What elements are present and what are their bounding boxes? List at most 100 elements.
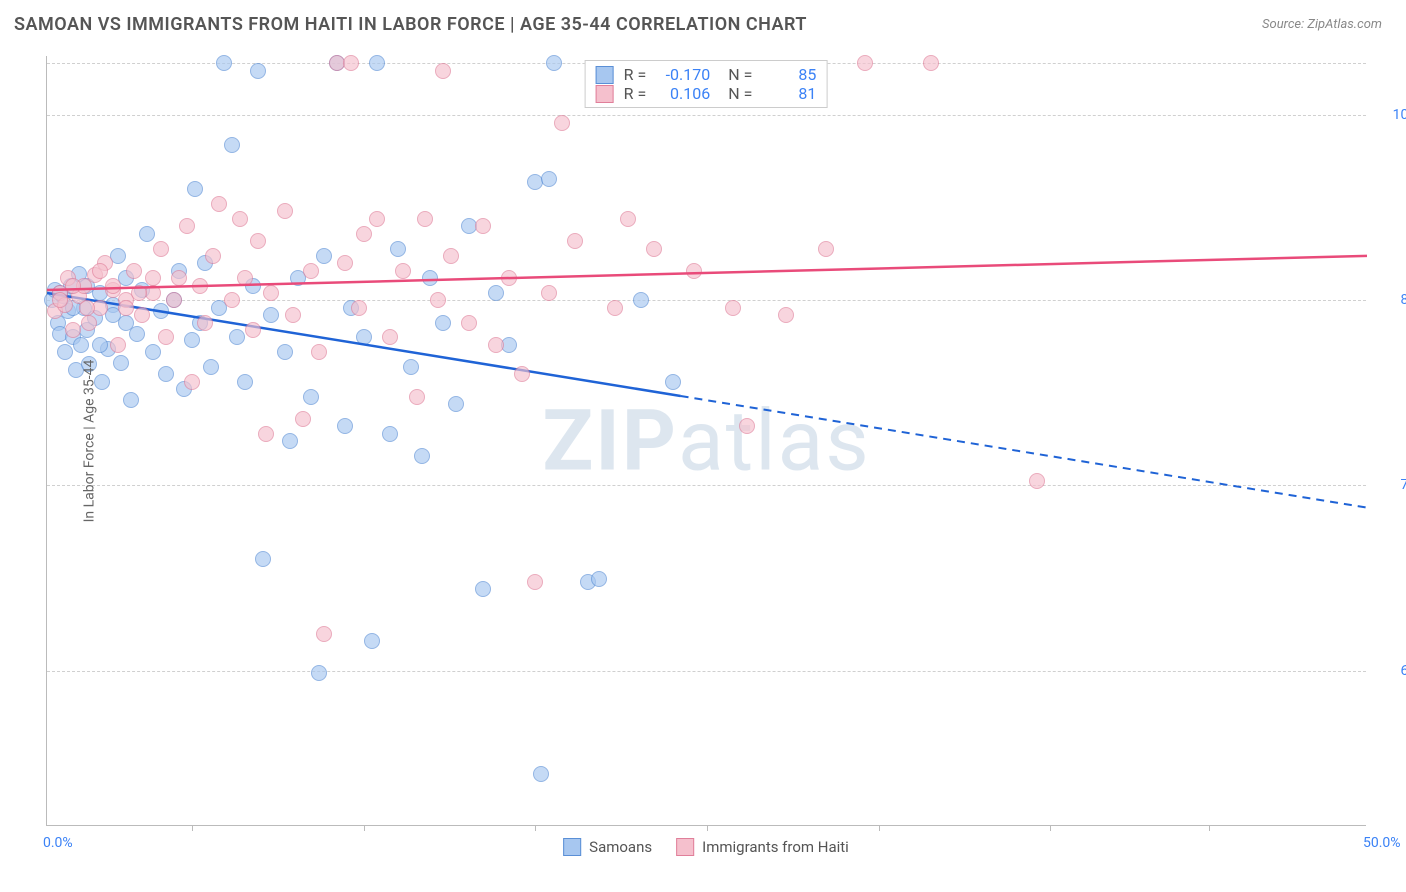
- legend-item: Samoans: [563, 838, 652, 856]
- data-point: [501, 270, 517, 286]
- data-point: [422, 270, 438, 286]
- data-point: [65, 322, 81, 338]
- data-point: [546, 55, 562, 71]
- data-point: [184, 374, 200, 390]
- n-value: 81: [762, 84, 816, 103]
- legend-bottom: Samoans Immigrants from Haiti: [563, 838, 849, 856]
- chart-title: SAMOAN VS IMMIGRANTS FROM HAITI IN LABOR…: [14, 14, 807, 35]
- data-point: [686, 263, 702, 279]
- y-tick-label: 62.5%: [1400, 663, 1406, 679]
- n-label: N =: [728, 65, 752, 84]
- data-point: [282, 433, 298, 449]
- legend-swatch: [596, 66, 614, 84]
- data-point: [255, 551, 271, 567]
- watermark: ZIPatlas: [542, 391, 870, 490]
- r-label: R =: [624, 65, 647, 84]
- data-point: [857, 55, 873, 71]
- data-point: [250, 63, 266, 79]
- data-point: [203, 359, 219, 375]
- data-point: [224, 292, 240, 308]
- data-point: [409, 389, 425, 405]
- data-point: [277, 344, 293, 360]
- data-point: [153, 241, 169, 257]
- data-point: [92, 263, 108, 279]
- data-point: [211, 196, 227, 212]
- data-point: [166, 292, 182, 308]
- data-point: [179, 218, 195, 234]
- data-point: [390, 241, 406, 257]
- legend-label: Samoans: [589, 838, 652, 856]
- data-point: [205, 248, 221, 264]
- data-point: [232, 211, 248, 227]
- data-point: [356, 226, 372, 242]
- data-point: [134, 307, 150, 323]
- data-point: [158, 366, 174, 382]
- data-point: [417, 211, 433, 227]
- data-point: [541, 285, 557, 301]
- x-tick-mark: [192, 825, 193, 831]
- source-label: Source: ZipAtlas.com: [1262, 17, 1382, 32]
- data-point: [216, 55, 232, 71]
- data-point: [263, 307, 279, 323]
- gridline: [47, 671, 1366, 672]
- data-point: [237, 270, 253, 286]
- data-point: [665, 374, 681, 390]
- r-value: 0.106: [656, 84, 710, 103]
- y-tick-label: 75.0%: [1400, 477, 1406, 493]
- data-point: [237, 374, 253, 390]
- legend-swatch: [596, 85, 614, 103]
- data-point: [250, 233, 266, 249]
- data-point: [541, 171, 557, 187]
- x-tick-mark: [1209, 825, 1210, 831]
- legend-item: Immigrants from Haiti: [676, 838, 849, 856]
- data-point: [316, 626, 332, 642]
- data-point: [448, 396, 464, 412]
- data-point: [351, 300, 367, 316]
- data-point: [229, 329, 245, 345]
- n-value: 85: [762, 65, 816, 84]
- data-point: [364, 633, 380, 649]
- data-point: [81, 315, 97, 331]
- data-point: [382, 426, 398, 442]
- data-point: [514, 366, 530, 382]
- data-point: [73, 337, 89, 353]
- legend-top: R =-0.170N =85R =0.106N =81: [585, 60, 828, 108]
- data-point: [131, 285, 147, 301]
- y-tick-label: 100.0%: [1393, 107, 1406, 123]
- data-point: [739, 418, 755, 434]
- data-point: [118, 300, 134, 316]
- data-point: [123, 392, 139, 408]
- data-point: [303, 263, 319, 279]
- trend-line: [47, 56, 1367, 826]
- data-point: [461, 315, 477, 331]
- plot: ZIPatlas 62.5%75.0%87.5%100.0%0.0%50.0%: [46, 56, 1366, 826]
- data-point: [475, 218, 491, 234]
- data-point: [818, 241, 834, 257]
- y-tick-label: 87.5%: [1400, 292, 1406, 308]
- data-point: [607, 300, 623, 316]
- data-point: [92, 337, 108, 353]
- data-point: [263, 285, 279, 301]
- data-point: [316, 248, 332, 264]
- data-point: [620, 211, 636, 227]
- data-point: [57, 344, 73, 360]
- data-point: [52, 292, 68, 308]
- data-point: [435, 63, 451, 79]
- data-point: [414, 448, 430, 464]
- n-label: N =: [728, 84, 752, 103]
- data-point: [113, 355, 129, 371]
- data-point: [197, 315, 213, 331]
- legend-swatch: [676, 838, 694, 856]
- data-point: [110, 337, 126, 353]
- data-point: [311, 344, 327, 360]
- data-point: [430, 292, 446, 308]
- data-point: [633, 292, 649, 308]
- data-point: [488, 285, 504, 301]
- data-point: [65, 278, 81, 294]
- data-point: [356, 329, 372, 345]
- data-point: [395, 263, 411, 279]
- gridline: [47, 115, 1366, 116]
- data-point: [295, 411, 311, 427]
- data-point: [224, 137, 240, 153]
- data-point: [277, 203, 293, 219]
